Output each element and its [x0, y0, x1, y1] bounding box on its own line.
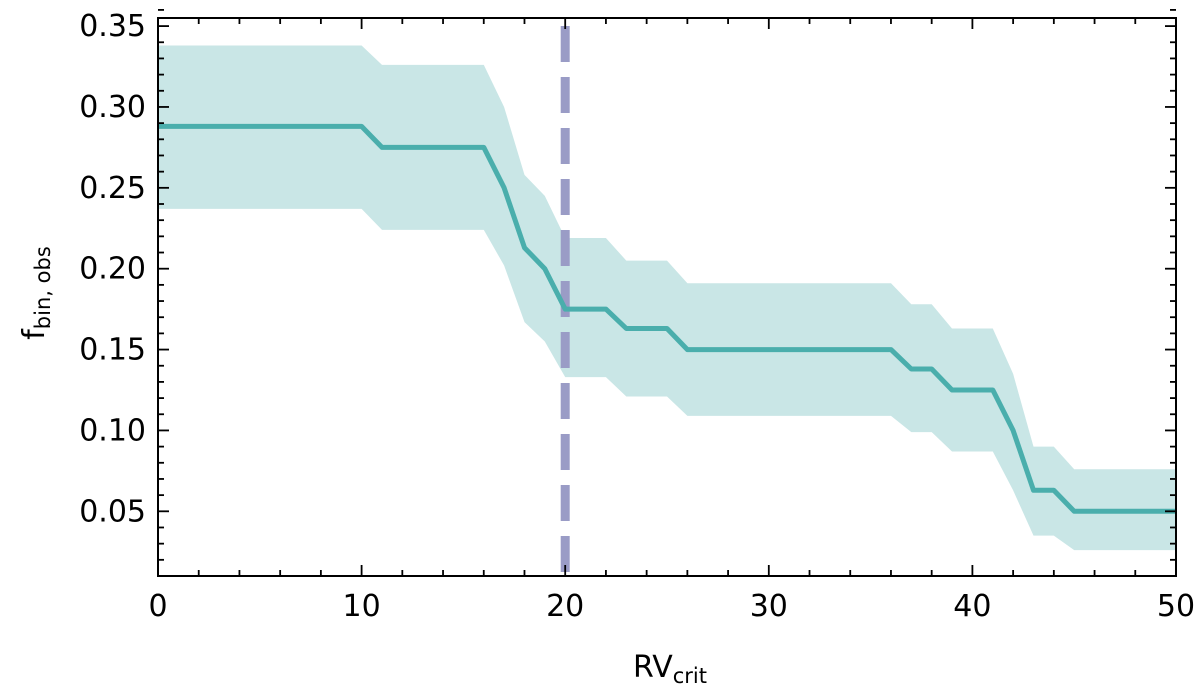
x-tick-label: 10 [343, 589, 381, 624]
x-tick-label: 50 [1157, 589, 1195, 624]
x-tick-label: 20 [546, 589, 584, 624]
confidence-band [158, 45, 1176, 551]
x-tick-label: 40 [953, 589, 991, 624]
y-axis-label-main: f [17, 328, 52, 340]
y-tick-label: 0.20 [79, 252, 146, 287]
y-axis-label: fbin, obs [17, 246, 55, 340]
x-axis-label: RVcrit [633, 650, 707, 684]
plot-area [158, 26, 1176, 576]
y-tick-label: 0.05 [79, 494, 146, 529]
y-tick-labels: 0.05 0.10 0.15 0.20 0.25 0.30 0.35 [79, 9, 146, 529]
y-tick-label: 0.25 [79, 171, 146, 206]
y-tick-label: 0.30 [79, 90, 146, 125]
y-tick-label: 0.35 [79, 9, 146, 44]
series-line [158, 123, 1176, 514]
x-tick-label: 0 [148, 589, 167, 624]
x-tick-label: 30 [750, 589, 788, 624]
plot-frame [157, 17, 1177, 577]
y-tick-label: 0.15 [79, 333, 146, 368]
y-axis-label-sub: bin, obs [31, 246, 55, 329]
x-axis-label-main: RV [633, 650, 673, 684]
y-tick-label: 0.10 [79, 413, 146, 448]
x-tick-labels: 0 10 20 30 40 50 [148, 589, 1195, 624]
x-axis-label-sub: crit [673, 664, 707, 684]
